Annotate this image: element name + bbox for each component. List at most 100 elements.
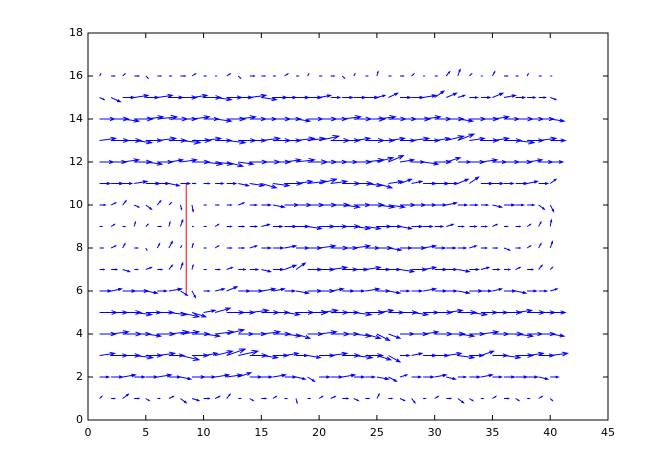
arrow bbox=[492, 247, 499, 249]
arrow bbox=[122, 225, 127, 228]
arrow bbox=[376, 355, 393, 361]
arrow bbox=[550, 97, 558, 101]
arrow bbox=[504, 225, 509, 228]
arrow bbox=[203, 289, 211, 293]
arrow bbox=[504, 397, 511, 400]
arrow bbox=[110, 97, 122, 103]
arrow bbox=[365, 287, 381, 292]
arrow bbox=[156, 199, 162, 206]
arrow bbox=[111, 287, 123, 292]
arrow bbox=[423, 224, 434, 229]
arrow bbox=[203, 204, 208, 206]
arrow bbox=[215, 373, 231, 378]
arrow bbox=[492, 268, 501, 271]
arrow bbox=[249, 245, 259, 249]
arrow bbox=[191, 398, 201, 402]
arrow bbox=[457, 398, 465, 404]
arrow bbox=[423, 375, 435, 379]
arrow bbox=[457, 203, 469, 207]
arrow bbox=[226, 247, 233, 249]
arrow bbox=[434, 75, 439, 77]
arrow bbox=[214, 245, 220, 249]
arrow bbox=[192, 182, 197, 185]
arrow bbox=[538, 242, 542, 249]
arrow bbox=[376, 392, 380, 399]
arrow bbox=[469, 203, 479, 207]
arrow bbox=[480, 246, 489, 250]
arrow bbox=[515, 247, 522, 249]
arrow bbox=[307, 355, 322, 359]
arrow bbox=[342, 397, 350, 400]
y-tick-label: 14 bbox=[69, 112, 83, 125]
arrow bbox=[445, 70, 451, 77]
arrow bbox=[446, 246, 457, 250]
arrow bbox=[318, 178, 338, 184]
arrow bbox=[411, 398, 416, 404]
arrow bbox=[249, 268, 260, 271]
arrow bbox=[145, 375, 159, 379]
arrow bbox=[110, 202, 118, 206]
arrow bbox=[203, 333, 222, 338]
arrow bbox=[272, 395, 278, 399]
arrow bbox=[457, 246, 468, 250]
x-tick-label: 35 bbox=[485, 426, 499, 439]
arrow bbox=[538, 220, 542, 227]
arrow bbox=[480, 203, 490, 207]
arrow bbox=[134, 93, 150, 99]
arrow bbox=[168, 75, 173, 77]
arrow bbox=[388, 355, 402, 363]
arrow bbox=[411, 224, 424, 229]
arrow bbox=[492, 223, 499, 227]
arrow bbox=[365, 309, 386, 316]
arrow bbox=[411, 375, 423, 379]
arrow bbox=[134, 180, 149, 184]
arrow bbox=[538, 75, 543, 77]
arrow bbox=[272, 267, 285, 272]
arrow bbox=[226, 328, 246, 335]
arrow bbox=[238, 225, 246, 228]
arrow bbox=[550, 118, 566, 123]
arrow bbox=[226, 225, 233, 228]
arrow bbox=[365, 116, 387, 122]
arrow bbox=[411, 352, 424, 356]
arrow bbox=[110, 223, 116, 227]
y-tick-label: 2 bbox=[76, 370, 83, 383]
arrow bbox=[203, 309, 217, 313]
arrow bbox=[400, 289, 411, 293]
arrow bbox=[319, 94, 333, 98]
arrow bbox=[457, 94, 467, 98]
arrow bbox=[157, 289, 169, 293]
arrow bbox=[538, 376, 550, 381]
arrow bbox=[203, 225, 208, 228]
arrow bbox=[538, 264, 544, 270]
arrow bbox=[261, 96, 278, 102]
x-tick-label: 40 bbox=[543, 426, 557, 439]
arrow bbox=[99, 289, 113, 293]
arrow bbox=[492, 204, 504, 209]
arrow bbox=[99, 225, 104, 228]
arrow bbox=[549, 218, 553, 227]
arrow bbox=[238, 268, 247, 271]
arrow bbox=[353, 95, 367, 100]
arrow bbox=[365, 225, 382, 231]
arrow bbox=[191, 73, 197, 77]
arrow bbox=[388, 154, 405, 163]
arrow bbox=[480, 397, 485, 400]
arrow bbox=[330, 75, 336, 77]
arrow bbox=[527, 96, 537, 99]
arrow bbox=[214, 395, 222, 399]
arrow bbox=[353, 398, 360, 402]
arrow bbox=[99, 72, 102, 77]
arrow bbox=[399, 226, 413, 230]
arrow bbox=[446, 289, 459, 293]
arrow bbox=[492, 395, 498, 399]
arrow bbox=[469, 398, 475, 402]
arrow bbox=[388, 92, 400, 98]
arrow bbox=[423, 244, 438, 249]
arrow bbox=[307, 225, 323, 231]
arrow bbox=[226, 181, 238, 186]
arrow bbox=[134, 75, 141, 77]
arrow bbox=[388, 247, 403, 252]
arrow bbox=[330, 287, 345, 292]
